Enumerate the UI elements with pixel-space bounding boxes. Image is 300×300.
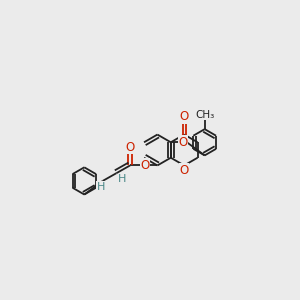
Text: O: O [180, 164, 189, 177]
Text: O: O [125, 141, 135, 154]
Text: H: H [118, 174, 126, 184]
Text: O: O [179, 136, 188, 149]
Text: H: H [97, 182, 105, 192]
Text: O: O [140, 159, 150, 172]
Text: CH₃: CH₃ [195, 110, 214, 120]
Text: O: O [180, 110, 189, 123]
